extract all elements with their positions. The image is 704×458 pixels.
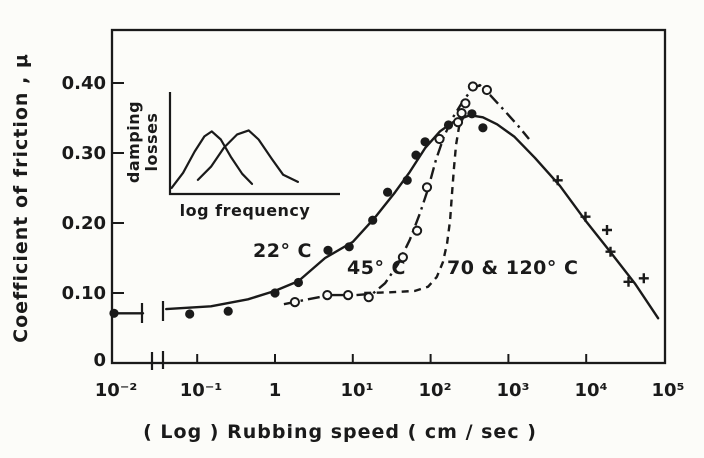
axis-break-marks — [140, 301, 165, 370]
series-label-70-120c: 70 & 120° C — [447, 257, 578, 279]
series-22-c-plus-marker — [552, 175, 563, 186]
series-22-c-point — [383, 187, 393, 197]
series-45-c-point — [412, 225, 423, 236]
series-45-c-curve — [283, 83, 530, 306]
series-45-c-point — [289, 297, 300, 308]
x-tick-label-1e3: 10³ — [497, 380, 530, 401]
inset-curve-1 — [170, 130, 254, 189]
y-tick-label-020: 0.20 — [62, 213, 106, 234]
series-45-c-point — [363, 292, 374, 303]
inset-y-axis-label-damping: damping — [124, 101, 143, 183]
series-22-c-point — [223, 306, 233, 316]
x-tick-label-1e1: 10¹ — [341, 380, 374, 401]
series-22-c-plus-marker — [602, 225, 612, 235]
inset-axes — [168, 92, 340, 196]
series-22-c-point — [270, 288, 280, 298]
series-45-c-point — [467, 81, 478, 92]
series-22-c-curve — [165, 114, 660, 320]
series-22-c-point — [467, 109, 477, 119]
chart-curves-layer — [109, 28, 667, 370]
series-label-22c: 22° C — [253, 240, 312, 262]
series-22-c-point — [293, 277, 303, 288]
plot-frame — [110, 28, 667, 365]
series-22-c-point — [478, 123, 488, 133]
series-45-c-point — [421, 182, 433, 193]
series-22-c-plus-marker — [605, 246, 616, 257]
x-axis-title: ( Log ) Rubbing speed ( cm / sec ) — [143, 421, 537, 443]
series-45-c-point — [460, 98, 471, 109]
x-tick-label-1: 1 — [269, 380, 282, 401]
series-22-c-point — [344, 242, 354, 252]
y-tick-label-040: 0.40 — [62, 73, 106, 94]
series-22-c-plus-marker — [580, 211, 591, 222]
series-45-c-point — [322, 290, 333, 301]
x-tick-label-1e-1: 10⁻¹ — [180, 380, 222, 401]
series-22-c-point — [420, 137, 430, 147]
series-22-c-plus-marker — [638, 273, 649, 284]
series-label-45c: 45° C — [347, 257, 406, 279]
series-22-c-point — [109, 308, 119, 318]
series-45-c-point — [452, 117, 464, 128]
series-22-c-point — [443, 120, 454, 130]
y-tick-label-010: 0.10 — [62, 283, 106, 304]
series-45-c-point — [481, 84, 492, 96]
x-tick-label-1e-2: 10⁻² — [95, 380, 137, 401]
x-tick-label-1e2: 10² — [419, 380, 452, 401]
inset-x-axis-label: log frequency — [180, 201, 311, 220]
series-45-c-point — [343, 290, 354, 301]
inset-y-axis-label-losses: losses — [142, 113, 161, 172]
series-22-c-point — [402, 175, 412, 185]
series-45-c-point — [397, 252, 408, 263]
series-45-c-point — [456, 108, 467, 119]
series-22-c-point — [411, 150, 421, 160]
y-tick-label-0: 0 — [93, 350, 106, 371]
y-tick-label-030: 0.30 — [62, 143, 106, 164]
series-22-c-point — [368, 215, 378, 225]
x-tick-label-1e5: 10⁵ — [652, 380, 685, 401]
chart-text-layer: Coefficient of friction , μ ( Log ) Rubb… — [10, 53, 684, 443]
x-tick-label-1e4: 10⁴ — [575, 380, 608, 401]
y-axis-title: Coefficient of friction , μ — [10, 53, 32, 343]
series-22-c-point — [323, 245, 333, 255]
series-70-120-c-curve — [364, 114, 466, 295]
series-45-c-point — [434, 133, 445, 145]
series-22-c-plus-marker — [623, 276, 634, 287]
series-22-c-point — [185, 309, 195, 319]
inset-curve-2 — [196, 129, 299, 183]
